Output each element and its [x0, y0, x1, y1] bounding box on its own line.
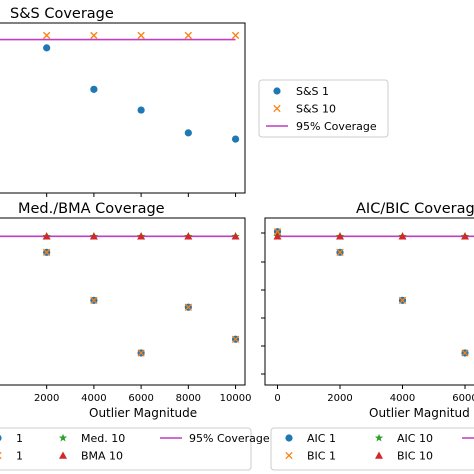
point-med-3-3: [184, 232, 193, 240]
legend-label-med-3: BMA 10: [81, 450, 123, 463]
point-med-1-0: [43, 248, 51, 256]
x-tick-label-aic-3: 6000: [452, 393, 474, 404]
point-aic-3-1: [336, 232, 344, 240]
legend-label-aic-0: AIC 1: [307, 432, 336, 445]
legend-marker-aic-0: [285, 434, 293, 442]
point-med-3-1: [89, 232, 98, 240]
point-ss-1-2: [137, 31, 145, 40]
x-axis-label-med: Outlier Magnitude: [89, 406, 197, 420]
point-aic-3-2: [398, 232, 407, 240]
panel-aic: AIC/BIC Coverag 0 2000 4000 6000 Outlier Magn…: [261, 201, 474, 471]
legend-aic: AIC 1 BIC 1 AIC 10 BIC 10: [270, 427, 474, 471]
x-tick-label-med-1: 4000: [81, 393, 106, 404]
point-aic-1-1: [336, 248, 344, 256]
panel-ss: S&S Coverage S&S 1 S&S 10 95% Coverage: [0, 6, 389, 197]
legend-label-aic-3: BIC 10: [397, 450, 433, 463]
point-ss-1-4: [231, 31, 240, 40]
point-aic-1-0: [273, 228, 282, 236]
legend-label-aic-2: AIC 10: [397, 432, 433, 445]
point-med-1-4: [231, 335, 240, 343]
point-ss-1-1: [90, 31, 98, 40]
point-ss-1-0: [43, 31, 51, 40]
legend-marker-aic-2: [374, 433, 384, 442]
point-ss-0-1: [90, 85, 98, 93]
legend-med: 1 1 Med. 10 BMA 10 95% Coverage: [0, 427, 270, 471]
point-med-3-0: [42, 232, 51, 240]
point-med-1-1: [90, 296, 98, 305]
legend-label-ss-0: S&S 1: [296, 85, 329, 98]
legend-label-med-1: 1: [16, 450, 23, 463]
x-tick-label-aic-2: 4000: [390, 393, 415, 404]
panel-med: Med./BMA Coverage 2000 4000 6000 8000 10000 Ou…: [0, 201, 270, 471]
legend-box-ss: [258, 79, 389, 138]
point-aic-1-3: [461, 349, 469, 357]
point-aic-3-0: [273, 232, 282, 240]
x-tick-label-med-3: 8000: [176, 393, 201, 404]
legend-marker-ss-0: [273, 87, 281, 95]
legend-marker-aic-3: [375, 451, 383, 459]
legend-marker-aic-1: [285, 451, 293, 460]
point-ss-0-3: [184, 129, 192, 137]
point-ss-0-0: [43, 44, 51, 52]
point-med-1-3: [184, 303, 192, 311]
chart-title-ss: S&S Coverage: [10, 6, 114, 22]
legend-box-aic: [270, 427, 474, 471]
legend-marker-med-2: [58, 433, 68, 442]
x-tick-label-aic-1: 2000: [327, 393, 352, 404]
axes-frame-ss: [0, 22, 246, 194]
axes-frame-med: [0, 217, 246, 386]
point-med-1-2: [137, 349, 145, 357]
point-ss-0-4: [231, 135, 240, 143]
x-tick-label-med-0: 2000: [34, 393, 59, 404]
x-tick-label-aic-0: 0: [274, 393, 280, 404]
x-tick-label-med-2: 6000: [128, 393, 153, 404]
legend-marker-med-0: [0, 435, 2, 441]
legend-label-med-0: 1: [16, 432, 23, 445]
legend-marker-med-1: [0, 451, 2, 460]
legend-label-med-2: Med. 10: [81, 432, 125, 445]
legend-label-ss-1: S&S 10: [296, 103, 336, 116]
legend-label-med-4: 95% Coverage: [189, 432, 270, 445]
x-axis-label-aic: Outlier Magnitud: [369, 406, 470, 420]
x-tick-label-med-4: 10000: [220, 393, 252, 404]
point-ss-0-2: [137, 106, 145, 114]
legend-marker-ss-1: [273, 104, 281, 113]
legend-label-ss-2: 95% Coverage: [296, 120, 377, 133]
point-med-3-2: [137, 232, 146, 240]
point-aic-1-2: [398, 296, 407, 305]
legend-label-aic-1: BIC 1: [307, 450, 336, 463]
point-med-3-4: [231, 232, 240, 240]
point-ss-1-3: [184, 31, 192, 40]
point-aic-3-3: [461, 232, 469, 240]
legend-marker-med-3: [59, 451, 67, 459]
chart-title-med: Med./BMA Coverage: [18, 201, 165, 217]
axes-frame-aic: [264, 217, 474, 386]
legend-ss: S&S 1 S&S 10 95% Coverage: [258, 79, 389, 138]
chart-title-aic: AIC/BIC Coverag: [356, 201, 474, 217]
